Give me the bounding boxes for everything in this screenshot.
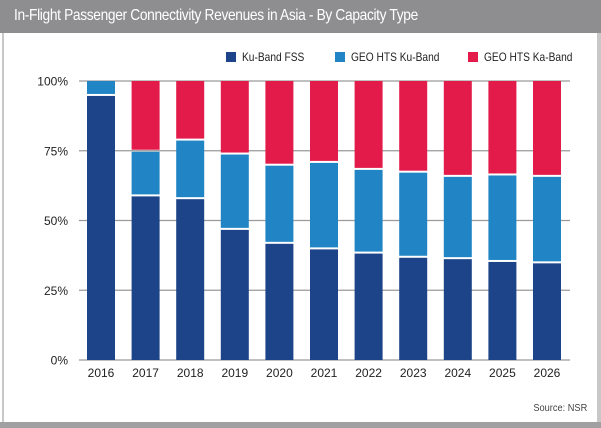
bar-segment-2023-ku-band-fss bbox=[399, 257, 428, 360]
bar-segment-2025-ku-band-fss bbox=[488, 261, 517, 360]
bar-segment-2017-geo-hts-ku-band bbox=[131, 151, 160, 195]
y-tick-label: 100% bbox=[37, 75, 68, 89]
source-note: Source: NSR bbox=[533, 402, 587, 414]
bar-segment-2026-geo-hts-ka-band bbox=[533, 81, 561, 175]
bar-segment-2024-geo-hts-ku-band bbox=[443, 176, 472, 258]
bar-segment-2022-ku-band-fss bbox=[354, 253, 383, 360]
bar-segment-2018-ku-band-fss bbox=[176, 199, 205, 360]
legend-item-geo-hts-ka-band: GEO HTS Ka-Band bbox=[468, 47, 588, 67]
bar-segment-2018-geo-hts-ku-band bbox=[176, 140, 205, 198]
legend-swatch-geo-hts-ku-band bbox=[335, 52, 345, 62]
legend-label: GEO HTS Ka-Band bbox=[484, 50, 573, 64]
y-tick-label: 75% bbox=[44, 144, 68, 158]
x-tick-label: 2024 bbox=[444, 366, 471, 380]
x-tick-label: 2022 bbox=[355, 366, 382, 380]
bar-segment-2025-geo-hts-ku-band bbox=[488, 175, 517, 260]
frame-border-bottom bbox=[0, 422, 601, 428]
bar-segment-2017-ku-band-fss bbox=[131, 196, 160, 360]
legend: Ku-Band FSS GEO HTS Ku-Band GEO HTS Ka-B… bbox=[0, 47, 601, 67]
bar-segment-2019-geo-hts-ka-band bbox=[220, 81, 249, 153]
bar-segment-2016-ku-band-fss bbox=[87, 95, 115, 360]
bar-segment-2019-geo-hts-ku-band bbox=[220, 154, 249, 228]
bar-segment-2021-geo-hts-ku-band bbox=[310, 162, 338, 248]
bar-segment-2024-geo-hts-ka-band bbox=[443, 81, 472, 175]
bar-segment-2018-geo-hts-ka-band bbox=[176, 81, 205, 139]
bar-segment-2022-geo-hts-ka-band bbox=[354, 81, 383, 168]
frame-border-right bbox=[597, 33, 601, 428]
x-tick-label: 2025 bbox=[489, 366, 516, 380]
chart-title: In-Flight Passenger Connectivity Revenue… bbox=[14, 7, 418, 24]
x-tick-label: 2016 bbox=[88, 366, 115, 380]
x-tick-label: 2018 bbox=[177, 366, 204, 380]
x-tick-label: 2023 bbox=[400, 366, 427, 380]
bar-segment-2021-ku-band-fss bbox=[310, 249, 338, 360]
bar-segment-2020-geo-hts-ka-band bbox=[265, 81, 294, 164]
bar-segment-2023-geo-hts-ka-band bbox=[399, 81, 428, 171]
bar-segment-2023-geo-hts-ku-band bbox=[399, 172, 428, 256]
y-tick-label: 25% bbox=[44, 284, 68, 298]
legend-swatch-geo-hts-ka-band bbox=[468, 52, 478, 62]
x-tick-label: 2026 bbox=[534, 366, 561, 380]
bar-segment-2025-geo-hts-ka-band bbox=[488, 81, 517, 174]
x-tick-label: 2017 bbox=[132, 366, 159, 380]
x-tick-label: 2019 bbox=[221, 366, 248, 380]
legend-item-geo-hts-ku-band: GEO HTS Ku-Band bbox=[335, 47, 455, 67]
legend-label: Ku-Band FSS bbox=[242, 50, 305, 64]
bar-segment-2026-geo-hts-ku-band bbox=[533, 176, 561, 262]
legend-item-ku-band-fss: Ku-Band FSS bbox=[226, 47, 315, 67]
bar-segment-2020-ku-band-fss bbox=[265, 243, 294, 360]
bar-segment-2019-ku-band-fss bbox=[220, 229, 249, 360]
x-tick-label: 2020 bbox=[266, 366, 293, 380]
x-tick-label: 2021 bbox=[311, 366, 338, 380]
bar-segment-2020-geo-hts-ku-band bbox=[265, 165, 294, 242]
bar-segment-2024-ku-band-fss bbox=[443, 259, 472, 360]
y-tick-label: 50% bbox=[44, 214, 68, 228]
legend-swatch-ku-band-fss bbox=[226, 52, 236, 62]
bar-segment-2022-geo-hts-ku-band bbox=[354, 169, 383, 252]
frame-border-left bbox=[2, 33, 4, 423]
legend-label: GEO HTS Ku-Band bbox=[351, 50, 440, 64]
bar-segment-2016-geo-hts-ku-band bbox=[87, 81, 115, 94]
bar-segment-2021-geo-hts-ka-band bbox=[310, 81, 338, 161]
title-bar: In-Flight Passenger Connectivity Revenue… bbox=[0, 0, 601, 33]
y-tick-label: 0% bbox=[51, 354, 69, 368]
bar-segment-2026-ku-band-fss bbox=[533, 263, 561, 360]
bar-segment-2017-geo-hts-ka-band bbox=[131, 81, 160, 150]
